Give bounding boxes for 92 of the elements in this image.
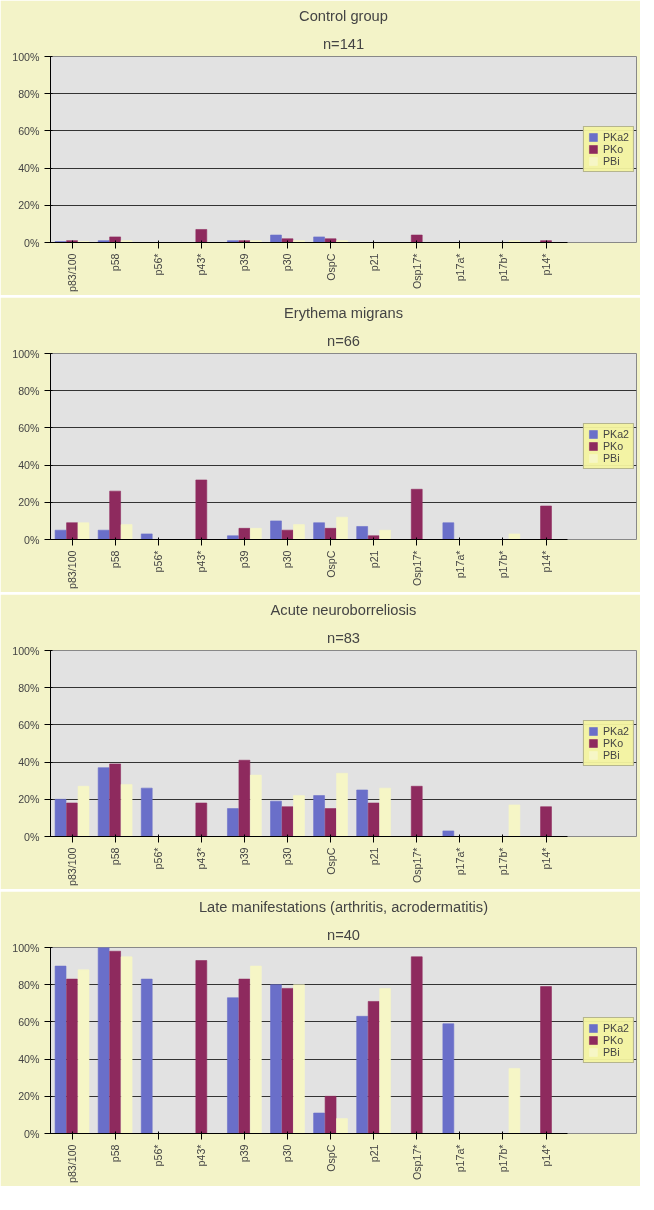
y-tick-label: 40% [18,162,41,175]
x-tick-label: p21 [367,1144,380,1163]
legend-label: PBi [602,749,621,761]
x-tick-label: OspC [324,1144,337,1172]
x-tick-label: Osp17* [410,1144,423,1181]
legend-label: PBi [602,1046,621,1058]
x-tick-label: p17b* [496,253,509,282]
y-tick-label: 60% [18,124,41,137]
y-tick-label: 60% [18,421,41,434]
x-tick-label: p17a* [453,1144,466,1173]
legend-label: PKa2 [602,428,629,440]
x-tick-label: p83/100 [66,1144,79,1184]
x-tick-label: p43* [195,1144,208,1167]
y-tick-label: 20% [18,496,41,509]
x-tick-label: p83/100 [66,253,79,293]
x-tick-label: p83/100 [66,847,79,887]
chart-title: Control group [299,7,388,24]
x-tick-label: p56* [152,550,165,573]
x-tick-label: p39 [238,253,251,272]
x-tick-label: p83/100 [66,550,79,590]
y-tick-label: 40% [18,1053,41,1066]
x-tick-label: p30 [281,1144,294,1163]
x-tick-label: p39 [238,550,251,569]
x-tick-label: p56* [152,847,165,870]
x-tick-label: p14* [540,847,553,870]
x-tick-label: p58 [109,1144,122,1163]
y-tick-label: 0% [24,236,41,249]
x-tick-label: p58 [109,847,122,866]
x-tick-label: p21 [367,847,380,866]
y-tick-label: 80% [18,681,41,694]
x-tick-label: p43* [195,847,208,870]
x-tick-label: p17a* [453,550,466,579]
x-tick-label: OspC [324,253,337,281]
x-tick-label: p17b* [496,1144,509,1173]
y-tick-label: 0% [24,830,41,843]
y-tick-label: 20% [18,793,41,806]
legend-label: PKa2 [602,1022,629,1034]
x-tick-label: p56* [152,253,165,276]
legend-label: PKo [602,440,625,452]
x-tick-label: Osp17* [410,253,423,290]
x-tick-label: p58 [109,550,122,569]
legend-label: PKa2 [602,131,629,143]
x-tick-label: p30 [281,847,294,866]
x-tick-label: p21 [367,253,380,272]
y-tick-label: 100% [12,50,41,63]
chart-subtitle: n=141 [322,35,365,52]
y-tick-label: 60% [18,1015,41,1028]
x-tick-label: p39 [238,847,251,866]
x-tick-label: p30 [281,550,294,569]
y-tick-label: 80% [18,87,41,100]
x-tick-label: p17b* [496,550,509,579]
x-tick-label: OspC [324,550,337,578]
y-tick-label: 100% [12,347,41,360]
legend-label: PKa2 [602,725,629,737]
y-tick-label: 40% [18,459,41,472]
chart-subtitle: n=66 [326,332,361,349]
y-tick-label: 20% [18,1090,41,1103]
x-tick-label: p30 [281,253,294,272]
legend-label: PKo [602,143,625,155]
x-tick-label: p21 [367,550,380,569]
y-tick-label: 40% [18,756,41,769]
legend-label: PBi [602,155,621,167]
x-tick-label: Osp17* [410,550,423,587]
y-tick-label: 0% [24,1127,41,1140]
x-tick-label: p17b* [496,847,509,876]
x-tick-label: p14* [540,550,553,573]
x-tick-label: p43* [195,550,208,573]
chart-subtitle: n=83 [326,629,361,646]
x-tick-label: p14* [540,1144,553,1167]
x-tick-label: p17a* [453,847,466,876]
x-tick-label: p58 [109,253,122,272]
y-tick-label: 100% [12,644,41,657]
chart-subtitle: n=40 [326,926,361,943]
chart-title: Acute neuroborreliosis [270,601,417,618]
y-tick-label: 60% [18,718,41,731]
chart-title: Late manifestations (arthritis, acrodermatitis) [198,898,489,915]
x-tick-label: p17a* [453,253,466,282]
y-tick-label: 100% [12,941,41,954]
y-tick-label: 80% [18,384,41,397]
legend-label: PKo [602,737,625,749]
y-tick-label: 80% [18,978,41,991]
y-tick-label: 0% [24,533,41,546]
x-tick-label: p56* [152,1144,165,1167]
x-tick-label: p43* [195,253,208,276]
y-tick-label: 20% [18,199,41,212]
legend-label: PBi [602,452,621,464]
x-tick-label: Osp17* [410,847,423,884]
x-tick-label: p14* [540,253,553,276]
x-tick-label: OspC [324,847,337,875]
legend-label: PKo [602,1034,625,1046]
chart-title: Erythema migrans [284,304,403,321]
x-tick-label: p39 [238,1144,251,1163]
